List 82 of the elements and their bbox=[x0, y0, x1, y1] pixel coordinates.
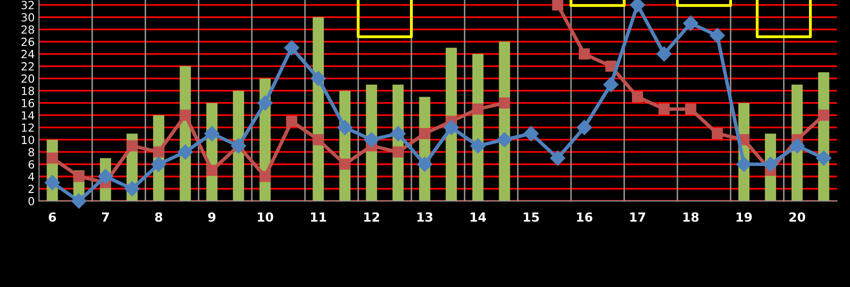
point bbox=[498, 97, 510, 109]
point bbox=[286, 116, 298, 127]
point bbox=[310, 70, 326, 86]
x-tick-label: 20 bbox=[789, 212, 806, 222]
point bbox=[818, 110, 830, 121]
point bbox=[284, 40, 300, 56]
y-tick-label: 18 bbox=[22, 86, 34, 96]
y-tick-label: 8 bbox=[28, 148, 34, 156]
point bbox=[419, 128, 430, 140]
y-tick-label: 2 bbox=[28, 184, 34, 193]
point bbox=[206, 164, 218, 176]
y-tick-label: 32 bbox=[22, 0, 34, 10]
point bbox=[180, 110, 191, 121]
point bbox=[392, 146, 404, 158]
point bbox=[685, 104, 696, 115]
point bbox=[736, 156, 752, 172]
point bbox=[339, 158, 350, 170]
point bbox=[151, 156, 166, 172]
y-tick-label: 20 bbox=[22, 74, 34, 83]
point bbox=[470, 138, 486, 154]
y-tick-label: 10 bbox=[22, 136, 34, 144]
point bbox=[364, 132, 380, 148]
point bbox=[46, 152, 58, 164]
point bbox=[550, 150, 566, 166]
x-tick-label: 19 bbox=[736, 212, 752, 222]
point bbox=[258, 95, 273, 111]
point bbox=[630, 0, 646, 12]
point bbox=[98, 168, 114, 184]
x-tick-label: 13 bbox=[417, 212, 432, 222]
point bbox=[390, 126, 406, 142]
x-tick-label: 12 bbox=[364, 212, 380, 222]
y-tick-label: 16 bbox=[22, 98, 34, 108]
x-tick-label: 8 bbox=[155, 212, 162, 222]
point bbox=[578, 48, 590, 60]
point bbox=[71, 193, 86, 209]
point bbox=[153, 146, 164, 158]
x-tick-label: 16 bbox=[577, 212, 592, 222]
point bbox=[658, 104, 670, 115]
y-tick-label: 4 bbox=[28, 172, 34, 181]
y-tick-label: 6 bbox=[28, 160, 34, 169]
point bbox=[683, 16, 698, 31]
point bbox=[204, 126, 220, 142]
y-tick-label: 14 bbox=[22, 111, 34, 120]
point bbox=[73, 170, 84, 182]
y-tick-label: 12 bbox=[22, 123, 34, 132]
x-tick-label: 18 bbox=[683, 212, 699, 222]
point bbox=[816, 150, 832, 166]
x-tick-label: 14 bbox=[470, 212, 486, 222]
point bbox=[524, 126, 539, 142]
y-tick-label: 24 bbox=[22, 50, 34, 58]
point bbox=[710, 28, 725, 44]
point bbox=[472, 104, 484, 115]
point bbox=[552, 0, 564, 10]
y-tick-label: 26 bbox=[22, 38, 34, 46]
x-tick-label: 11 bbox=[311, 212, 326, 222]
point bbox=[790, 138, 805, 154]
point bbox=[496, 132, 512, 148]
point bbox=[576, 120, 592, 136]
x-tick-label: 10 bbox=[258, 212, 274, 222]
y-tick-label: 30 bbox=[22, 13, 34, 22]
x-tick-label: 6 bbox=[48, 212, 56, 222]
point bbox=[337, 120, 352, 136]
point bbox=[178, 144, 193, 160]
point bbox=[712, 128, 723, 140]
y-tick-label: 28 bbox=[22, 25, 34, 34]
point bbox=[632, 91, 644, 102]
x-tick-label: 17 bbox=[630, 212, 646, 222]
point bbox=[444, 120, 459, 136]
x-tick-label: 7 bbox=[102, 212, 109, 222]
point bbox=[44, 175, 60, 190]
y-tick-label: 0 bbox=[28, 196, 34, 206]
y-tick-label: 22 bbox=[22, 62, 34, 70]
point bbox=[124, 181, 140, 196]
point bbox=[762, 156, 778, 172]
x-tick-label: 9 bbox=[208, 212, 216, 222]
point bbox=[417, 156, 432, 172]
point bbox=[260, 170, 271, 182]
x-tick-label: 15 bbox=[524, 212, 539, 222]
point bbox=[656, 46, 672, 62]
point bbox=[603, 76, 618, 92]
point bbox=[312, 134, 324, 146]
point bbox=[126, 140, 138, 152]
